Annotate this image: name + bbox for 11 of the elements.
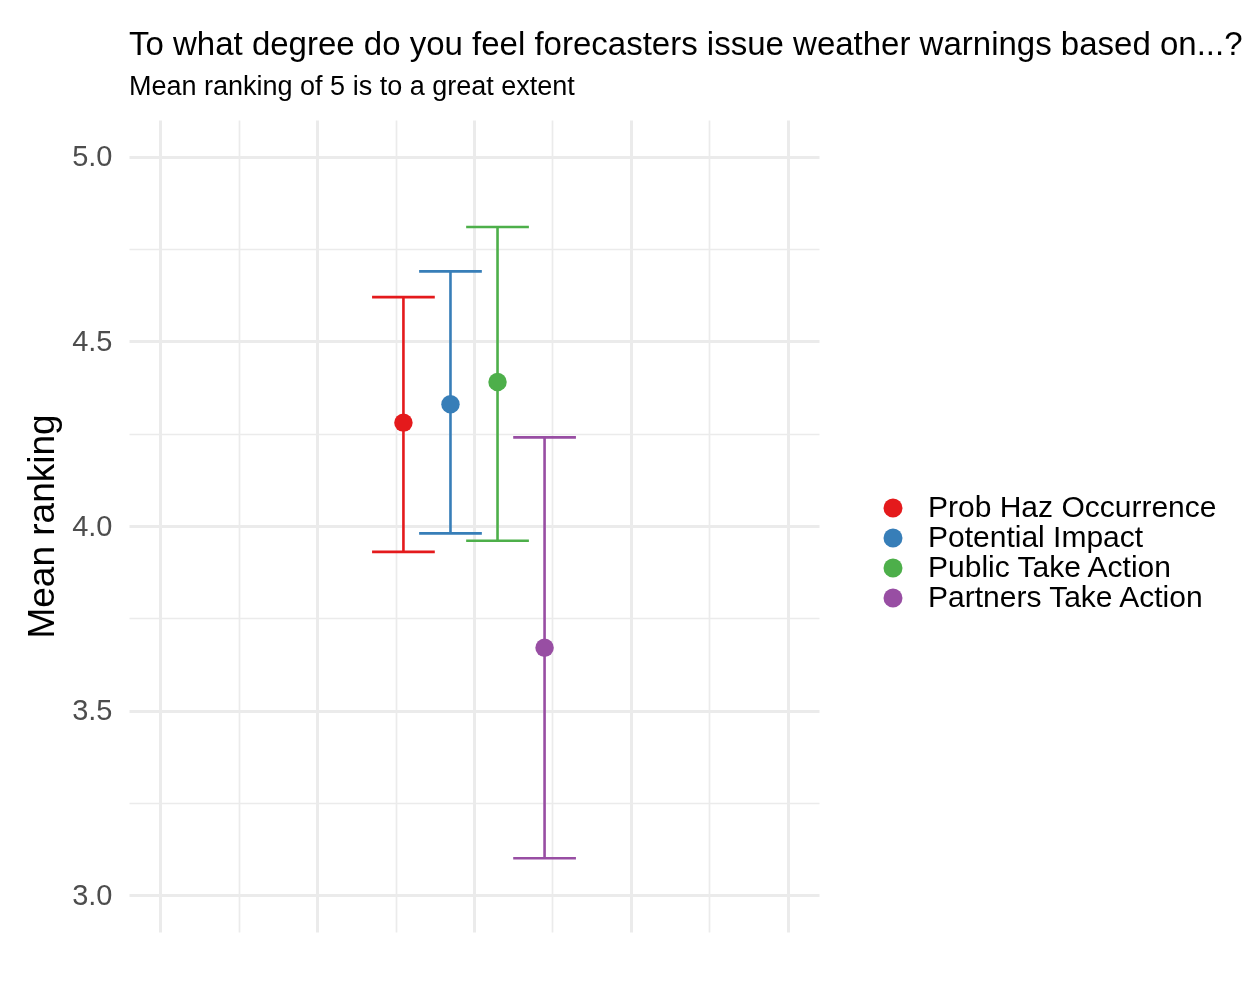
legend-label: Prob Haz Occurrence	[928, 490, 1217, 523]
legend-label: Partners Take Action	[928, 580, 1203, 613]
legend-label: Potential Impact	[928, 520, 1144, 553]
y-tick-label: 3.0	[72, 878, 113, 911]
y-axis-title: Mean ranking	[21, 414, 63, 639]
y-tick-label: 5.0	[72, 140, 113, 173]
y-tick-label: 3.5	[72, 694, 113, 727]
chart-title: To what degree do you feel forecasters issue weather warnings based on...?	[129, 25, 1243, 62]
y-tick-label: 4.5	[72, 324, 113, 357]
y-tick-label: 4.0	[72, 509, 113, 542]
chart-subtitle: Mean ranking of 5 is to a great extent	[129, 71, 576, 101]
